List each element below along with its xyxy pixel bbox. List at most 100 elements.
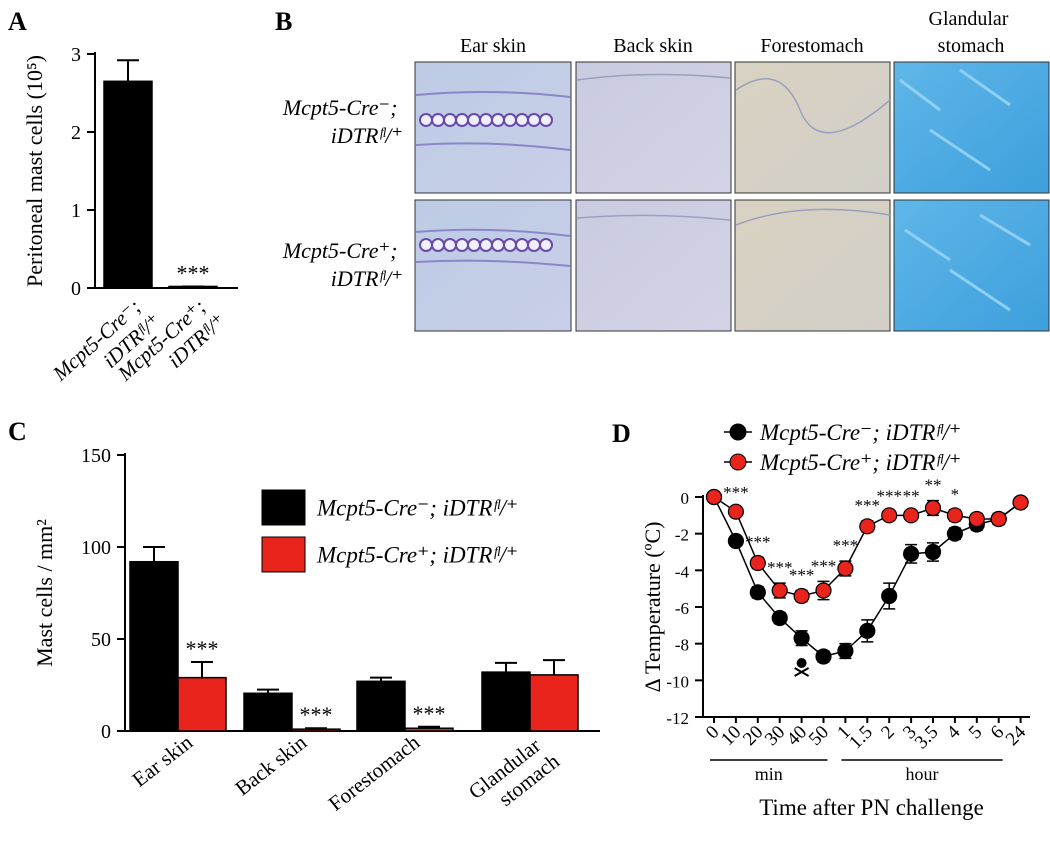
bar — [481, 671, 531, 732]
legend-marker — [729, 453, 747, 471]
x-tick-label: 5 — [965, 722, 987, 744]
column-label: Back skin — [613, 35, 692, 57]
cell — [443, 113, 457, 127]
significance: *** — [833, 536, 859, 555]
point — [815, 582, 832, 599]
cell — [491, 238, 505, 252]
y-tick-label: 150 — [81, 445, 111, 467]
y-tick-label: -8 — [675, 636, 689, 655]
micrograph — [893, 61, 1050, 194]
error-bar — [495, 661, 517, 673]
bar — [103, 80, 153, 289]
column-label: Ear skin — [460, 35, 526, 57]
row-label: Mcpt5-Cre⁺; iDTRᶠˡ/⁺ — [282, 238, 403, 291]
significance: *** — [177, 260, 210, 285]
y-tick-label: -12 — [666, 709, 689, 728]
x-tick-label: 50 — [805, 722, 833, 750]
cell — [443, 238, 457, 252]
bar — [404, 727, 454, 732]
error-bar — [191, 661, 213, 678]
bar — [129, 560, 179, 732]
point — [924, 543, 942, 561]
panel-label: B — [275, 7, 292, 36]
cell — [515, 238, 529, 252]
cell — [515, 113, 529, 127]
tissue-line — [576, 73, 891, 226]
error-bar — [117, 59, 139, 82]
micrograph — [575, 199, 732, 332]
legend-marker — [729, 423, 747, 441]
column-label: Glandular stomach — [929, 8, 1014, 57]
legend-label: Mcpt5-Cre⁻; iDTRᶠˡ/⁺ — [316, 496, 518, 521]
x-tick-label: 1.5 — [845, 722, 877, 754]
point — [902, 545, 920, 562]
x-tick-label: 4 — [943, 721, 965, 743]
x-tick-label: Ear skin — [128, 730, 198, 792]
y-tick-label: 1 — [71, 200, 81, 222]
panel-label: A — [8, 7, 27, 36]
point — [727, 532, 745, 550]
x-tick-label: 24 — [1002, 721, 1031, 750]
y-tick-label: 50 — [91, 629, 111, 651]
micrograph — [414, 61, 572, 194]
bar — [356, 680, 406, 732]
y-tick-label: 100 — [81, 537, 111, 559]
x-tick-label: Forestomach — [324, 730, 425, 816]
cell — [503, 113, 517, 127]
y-tick-label: -2 — [675, 526, 689, 545]
legend-swatch — [261, 536, 306, 573]
cell — [419, 238, 433, 252]
x-tick-label: Back skin — [231, 730, 312, 801]
cell — [455, 238, 469, 252]
bar — [177, 676, 227, 732]
y-tick-label: 0 — [101, 721, 111, 743]
significance: *** — [300, 702, 333, 727]
point — [837, 560, 854, 577]
significance: *** — [811, 556, 837, 575]
significance: *** — [186, 636, 219, 661]
micrograph — [734, 199, 891, 332]
cell — [467, 113, 481, 127]
y-tick-label: -6 — [675, 599, 689, 618]
skull-icon — [794, 667, 810, 677]
point — [771, 582, 788, 599]
point — [749, 584, 766, 601]
significance: * — [951, 485, 960, 504]
y-tick-label: -10 — [666, 672, 689, 691]
x-group-label: min — [755, 764, 783, 784]
error-bar — [143, 546, 165, 562]
significance: *** — [789, 566, 815, 585]
point — [968, 510, 985, 528]
significance: *** — [723, 483, 749, 502]
y-tick-label: 2 — [71, 122, 81, 144]
point — [881, 507, 898, 524]
cell — [503, 238, 517, 252]
significance: ** — [925, 476, 942, 495]
y-tick-label: 0 — [71, 278, 81, 300]
point — [771, 609, 788, 627]
micrograph — [414, 199, 572, 332]
point — [793, 587, 810, 605]
point — [793, 630, 810, 647]
point — [859, 518, 876, 535]
column-label: Forestomach — [760, 35, 863, 57]
legend-label: Mcpt5-Cre⁺; iDTRᶠˡ/⁺ — [759, 450, 961, 475]
bar — [529, 674, 579, 732]
legend-label: Mcpt5-Cre⁺; iDTRᶠˡ/⁺ — [316, 543, 518, 568]
error-bar — [418, 725, 440, 729]
point — [837, 642, 854, 660]
significance: *** — [745, 533, 771, 552]
significance: ** — [903, 487, 920, 506]
legend-label: Mcpt5-Cre⁻; iDTRᶠˡ/⁺ — [759, 420, 961, 445]
point — [881, 587, 898, 605]
x-tick-label: 2 — [877, 722, 899, 744]
panel-label: D — [612, 419, 631, 448]
error-bar — [257, 688, 279, 694]
micrograph — [575, 61, 732, 194]
point — [990, 510, 1007, 528]
cell — [431, 238, 445, 252]
cell — [527, 113, 541, 127]
y-axis-label: Δ Temperature (ºC) — [640, 522, 665, 693]
x-tick-label: 3.5 — [911, 722, 943, 754]
